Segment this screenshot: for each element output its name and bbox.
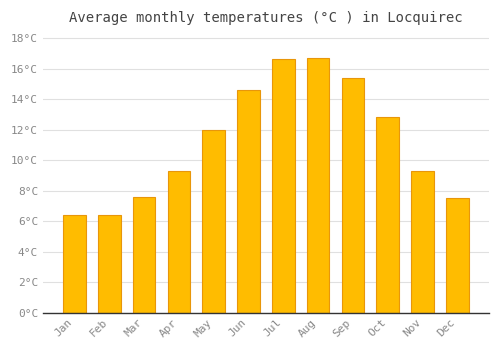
Bar [63, 215, 86, 313]
Bar [411, 171, 434, 313]
Bar [446, 198, 468, 313]
Bar [272, 60, 294, 313]
Bar [168, 171, 190, 313]
Bar [307, 58, 330, 313]
Bar [237, 90, 260, 313]
Bar [133, 197, 156, 313]
Bar [98, 215, 120, 313]
Bar [342, 78, 364, 313]
Bar [376, 117, 399, 313]
Title: Average monthly temperatures (°C ) in Locquirec: Average monthly temperatures (°C ) in Lo… [69, 11, 462, 25]
Bar [202, 130, 225, 313]
